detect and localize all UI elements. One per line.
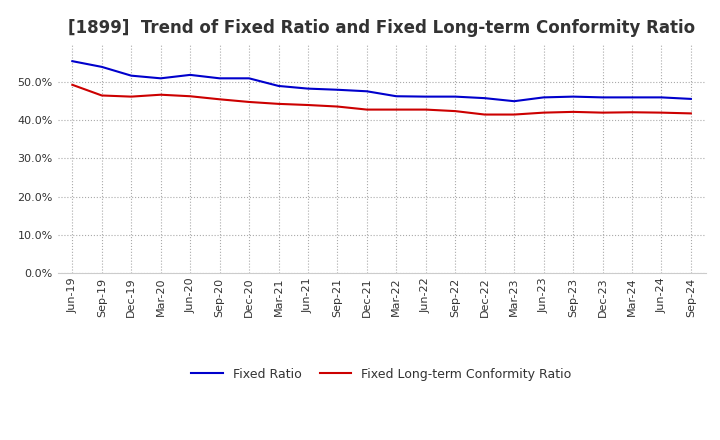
Fixed Ratio bbox=[539, 95, 548, 100]
Fixed Long-term Conformity Ratio bbox=[539, 110, 548, 115]
Fixed Ratio bbox=[215, 76, 224, 81]
Fixed Ratio bbox=[569, 94, 577, 99]
Line: Fixed Long-term Conformity Ratio: Fixed Long-term Conformity Ratio bbox=[72, 85, 691, 114]
Fixed Ratio bbox=[304, 86, 312, 91]
Fixed Long-term Conformity Ratio bbox=[156, 92, 165, 97]
Fixed Long-term Conformity Ratio bbox=[598, 110, 607, 115]
Fixed Ratio bbox=[598, 95, 607, 100]
Fixed Ratio bbox=[68, 59, 76, 64]
Fixed Ratio bbox=[274, 83, 283, 88]
Fixed Ratio bbox=[687, 96, 696, 102]
Fixed Ratio bbox=[333, 87, 342, 92]
Fixed Long-term Conformity Ratio bbox=[657, 110, 666, 115]
Fixed Long-term Conformity Ratio bbox=[687, 111, 696, 116]
Fixed Long-term Conformity Ratio bbox=[510, 112, 518, 117]
Fixed Ratio bbox=[97, 64, 106, 70]
Fixed Long-term Conformity Ratio bbox=[628, 110, 636, 115]
Fixed Long-term Conformity Ratio bbox=[245, 99, 253, 105]
Fixed Ratio bbox=[480, 95, 489, 101]
Fixed Ratio bbox=[657, 95, 666, 100]
Legend: Fixed Ratio, Fixed Long-term Conformity Ratio: Fixed Ratio, Fixed Long-term Conformity … bbox=[186, 363, 577, 385]
Fixed Ratio bbox=[421, 94, 430, 99]
Fixed Ratio bbox=[127, 73, 135, 78]
Line: Fixed Ratio: Fixed Ratio bbox=[72, 61, 691, 101]
Fixed Long-term Conformity Ratio bbox=[186, 94, 194, 99]
Fixed Ratio bbox=[156, 76, 165, 81]
Fixed Long-term Conformity Ratio bbox=[569, 109, 577, 114]
Fixed Long-term Conformity Ratio bbox=[97, 93, 106, 98]
Fixed Long-term Conformity Ratio bbox=[421, 107, 430, 112]
Title: [1899]  Trend of Fixed Ratio and Fixed Long-term Conformity Ratio: [1899] Trend of Fixed Ratio and Fixed Lo… bbox=[68, 19, 696, 37]
Fixed Ratio bbox=[628, 95, 636, 100]
Fixed Ratio bbox=[451, 94, 459, 99]
Fixed Ratio bbox=[363, 88, 372, 94]
Fixed Long-term Conformity Ratio bbox=[363, 107, 372, 112]
Fixed Ratio bbox=[245, 76, 253, 81]
Fixed Ratio bbox=[186, 72, 194, 77]
Fixed Ratio bbox=[392, 94, 400, 99]
Fixed Long-term Conformity Ratio bbox=[392, 107, 400, 112]
Fixed Long-term Conformity Ratio bbox=[333, 104, 342, 109]
Fixed Long-term Conformity Ratio bbox=[304, 103, 312, 108]
Fixed Long-term Conformity Ratio bbox=[451, 109, 459, 114]
Fixed Long-term Conformity Ratio bbox=[480, 112, 489, 117]
Fixed Long-term Conformity Ratio bbox=[68, 82, 76, 88]
Fixed Long-term Conformity Ratio bbox=[274, 101, 283, 106]
Fixed Ratio bbox=[510, 99, 518, 104]
Fixed Long-term Conformity Ratio bbox=[127, 94, 135, 99]
Fixed Long-term Conformity Ratio bbox=[215, 97, 224, 102]
